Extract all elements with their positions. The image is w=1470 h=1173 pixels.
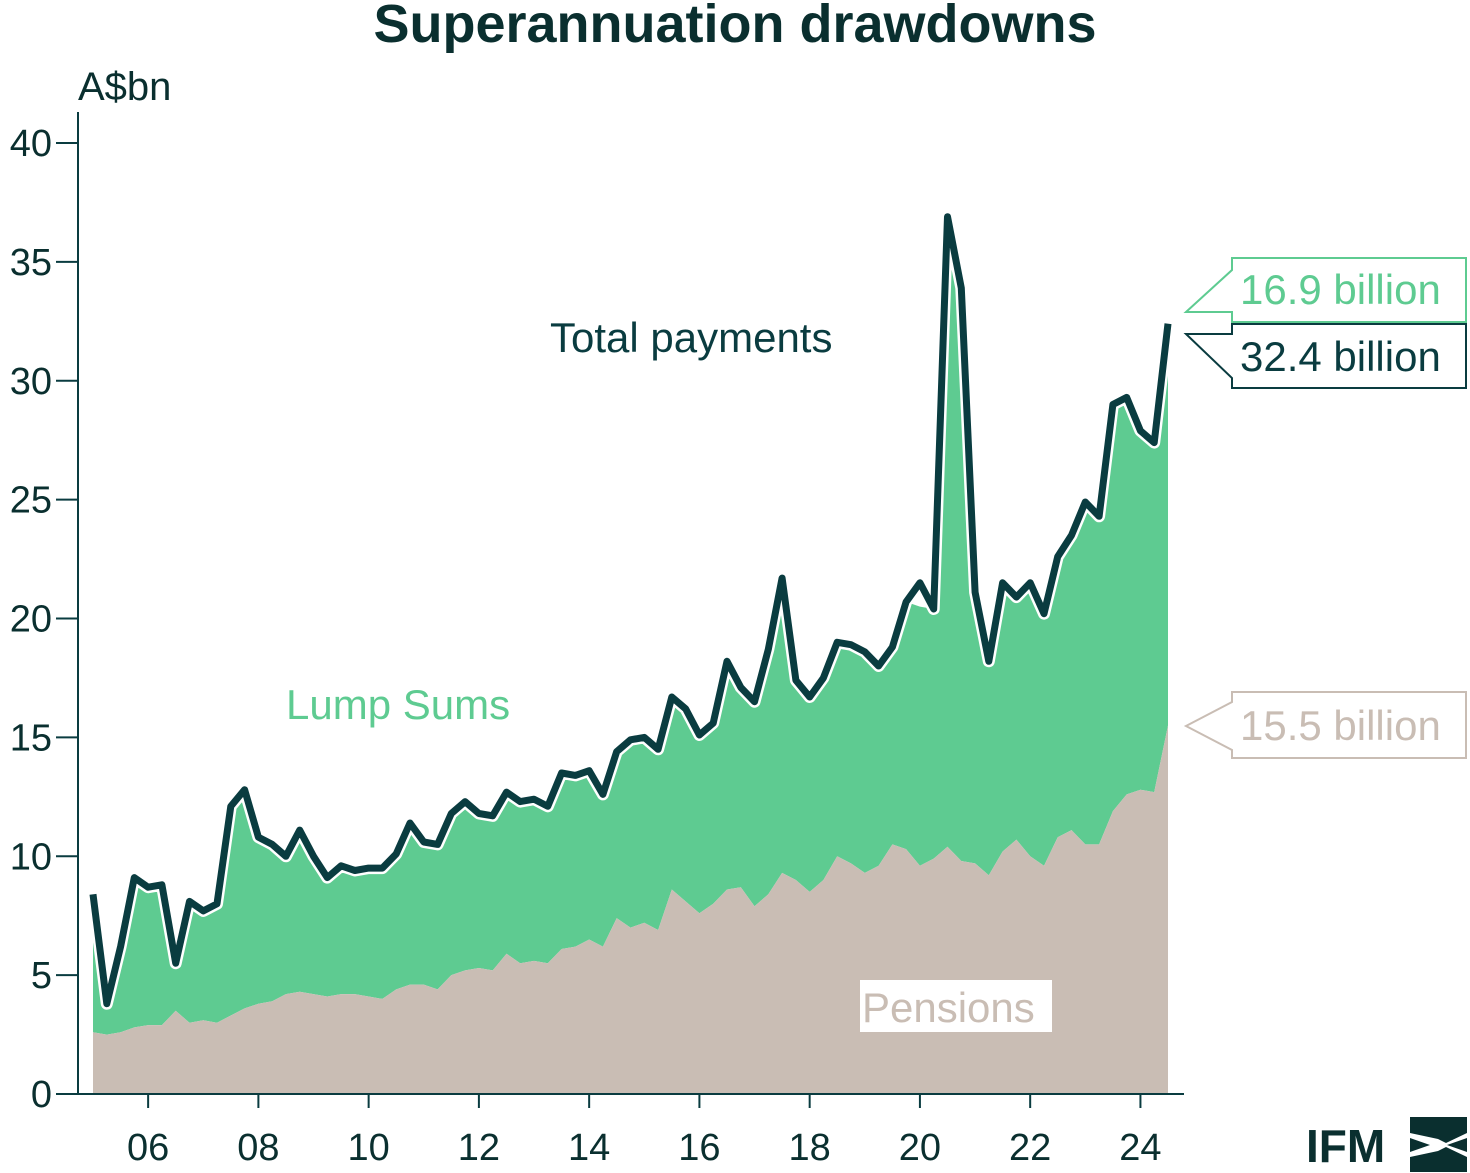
callout-total: 32.4 billion <box>1183 323 1467 389</box>
y-tick-label: 25 <box>10 480 52 522</box>
x-tick-label: 08 <box>237 1127 279 1169</box>
ifm-logo: IFM <box>1306 1117 1467 1172</box>
y-tick-label: 30 <box>10 361 52 403</box>
plot-line <box>87 210 1174 1010</box>
x-ticks: 06 08 10 12 14 16 18 20 22 24 <box>127 1094 1162 1169</box>
area-lump-sums <box>93 216 1168 1035</box>
y-tick-label: 35 <box>10 242 52 284</box>
x-tick-label: 12 <box>458 1127 500 1169</box>
x-tick-label: 14 <box>568 1127 610 1169</box>
callout-lump-sums: 16.9 billion <box>1183 257 1467 323</box>
y-tick-label: 20 <box>10 599 52 641</box>
callout-pensions: 15.5 billion <box>1183 691 1467 759</box>
callouts: 16.9 billion 32.4 billion 15.5 billion <box>1183 257 1467 759</box>
logo-mark-icon <box>1410 1117 1467 1172</box>
y-tick-label: 15 <box>10 717 52 759</box>
chart-title: Superannuation drawdowns <box>373 0 1096 54</box>
y-tick-label: 0 <box>31 1074 52 1116</box>
callout-lump-sums-box <box>1183 257 1467 323</box>
callout-total-text: 32.4 billion <box>1240 333 1441 380</box>
callout-total-box <box>1183 323 1467 389</box>
axes <box>77 112 1184 1095</box>
y-tick-label: 10 <box>10 836 52 878</box>
y-tick-label: 5 <box>31 955 52 997</box>
x-tick-label: 20 <box>899 1127 941 1169</box>
y-axis-unit-label: A$bn <box>78 65 171 109</box>
x-tick-label: 22 <box>1009 1127 1051 1169</box>
x-tick-label: 06 <box>127 1127 169 1169</box>
total-payments-label: Total payments <box>550 314 832 361</box>
callout-pensions-box <box>1183 691 1467 759</box>
pensions-label-bg <box>860 980 1052 1032</box>
x-tick-label: 18 <box>789 1127 831 1169</box>
y-ticks: 0 5 10 15 20 25 30 35 40 <box>10 123 78 1116</box>
callout-lump-sums-text: 16.9 billion <box>1240 266 1441 313</box>
total-payments-line <box>89 213 1172 1008</box>
lump-sums-label: Lump Sums <box>286 681 510 728</box>
x-tick-label: 10 <box>348 1127 390 1169</box>
y-tick-label: 40 <box>10 123 52 165</box>
pensions-label: Pensions <box>862 984 1035 1031</box>
callout-pensions-text: 15.5 billion <box>1240 702 1441 749</box>
x-tick-label: 24 <box>1119 1127 1161 1169</box>
logo-text: IFM <box>1306 1120 1385 1172</box>
x-tick-label: 16 <box>678 1127 720 1169</box>
